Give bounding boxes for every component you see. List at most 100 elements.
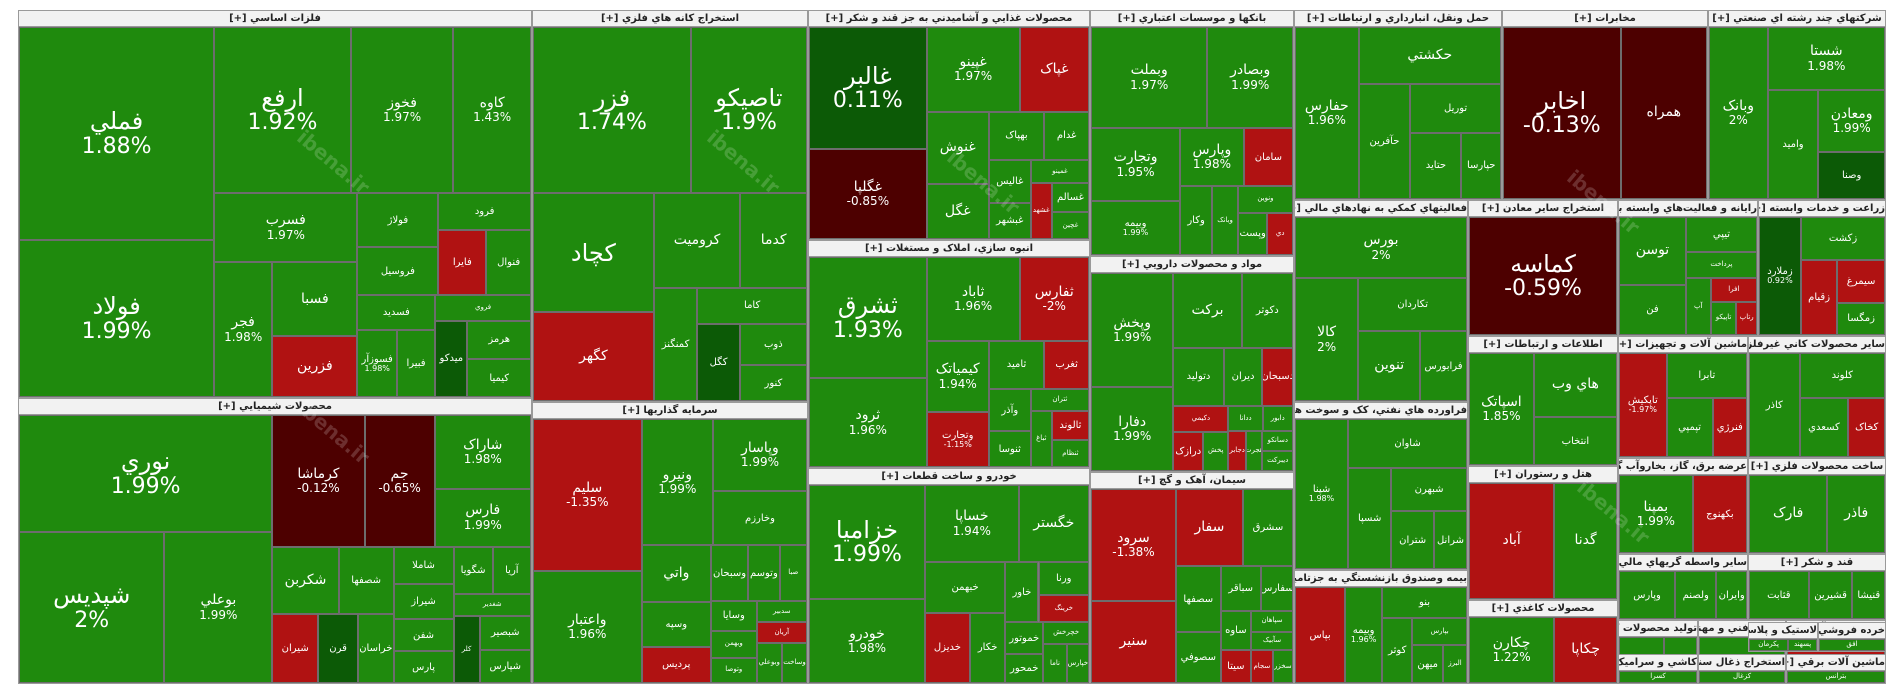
stock-tile[interactable]: ثاباد 1.96% [926, 257, 1020, 341]
stock-tile[interactable]: کمنگنز [653, 287, 698, 401]
stock-tile[interactable]: حپارسا [1461, 132, 1501, 199]
stock-tile[interactable]: شيران [272, 614, 319, 683]
stock-tile[interactable]: فسوزآر 1.98% [357, 330, 397, 397]
stock-tile[interactable]: بترانس [1787, 671, 1885, 683]
stock-tile[interactable]: ساوه [1220, 610, 1251, 650]
stock-tile[interactable]: زمگسا [1837, 302, 1885, 335]
stock-tile[interactable]: کاوه 1.43% [453, 27, 531, 193]
stock-tile[interactable]: فخوز 1.97% [350, 27, 454, 193]
stock-tile[interactable]: افرا [1710, 278, 1757, 302]
stock-tile[interactable]: حفارس 1.96% [1295, 27, 1359, 199]
stock-tile[interactable]: شپنا 1.98% [1295, 419, 1349, 569]
stock-tile[interactable]: ميدکو [435, 320, 468, 397]
stock-tile[interactable]: آريا [492, 546, 531, 594]
stock-tile[interactable]: ثباغ [1030, 411, 1052, 467]
stock-tile[interactable]: کاذر [1749, 353, 1800, 457]
sector-title[interactable]: ساخت محصولات فلزي [+] [1749, 459, 1885, 475]
stock-tile[interactable]: تپمپي [1666, 398, 1713, 457]
stock-tile[interactable]: سصوفي [1175, 632, 1221, 683]
sector-title[interactable]: عرضه برق، گاز، بخاروآب گرم [+] [1619, 459, 1747, 475]
stock-tile[interactable]: وبانک [1212, 185, 1238, 255]
stock-tile[interactable]: کيمياتک 1.94% [926, 340, 989, 413]
stock-tile[interactable]: ثرود 1.96% [809, 377, 927, 467]
sector-title[interactable]: رايانه و فعاليت‌هاي وابسته به آن [+] [1619, 201, 1757, 217]
stock-tile[interactable]: تيپي [1685, 217, 1757, 252]
stock-tile[interactable]: ارفع 1.92% [214, 27, 351, 193]
stock-tile[interactable]: ثفارس -2% [1019, 257, 1089, 341]
stock-tile[interactable]: سرود -1.38% [1091, 489, 1176, 601]
stock-tile[interactable]: بکهنوج [1692, 475, 1747, 553]
stock-tile[interactable]: دسانکو [1262, 431, 1293, 452]
sector-title[interactable]: ساير واسطه گريهاي مالي [+] [1619, 555, 1747, 571]
stock-tile[interactable]: سليم -1.35% [533, 419, 642, 572]
stock-tile[interactable]: بپارس [1412, 617, 1467, 646]
stock-tile[interactable]: فسرب 1.97% [214, 192, 358, 263]
stock-tile[interactable]: کالا 2% [1295, 278, 1359, 401]
stock-tile[interactable]: فسبا [272, 262, 358, 337]
stock-tile[interactable]: کدما [740, 193, 807, 288]
stock-tile[interactable]: وبملت 1.97% [1091, 27, 1208, 129]
stock-tile[interactable]: فولاژ [357, 192, 439, 248]
stock-tile[interactable]: توريل [1410, 83, 1501, 133]
sector-title[interactable]: مخابرات [+] [1503, 11, 1707, 27]
stock-tile[interactable]: کوثر [1382, 617, 1413, 683]
stock-tile[interactable]: غمينو [1030, 160, 1089, 183]
stock-tile[interactable]: کسعدي [1799, 398, 1849, 457]
stock-tile[interactable]: دجابر [1228, 431, 1247, 471]
stock-tile[interactable]: سامان [1243, 128, 1293, 186]
stock-tile[interactable]: کيميا [467, 359, 531, 397]
sector-title[interactable]: زراعت و خدمات وابسته [+] [1759, 201, 1885, 217]
stock-tile[interactable]: انتخاب [1533, 417, 1617, 465]
sector-title[interactable]: خرده فروشي [+] [1819, 623, 1885, 639]
stock-tile[interactable]: ثالوند [1051, 411, 1089, 441]
stock-tile[interactable]: پخش [1203, 431, 1229, 471]
stock-tile[interactable]: وساخت [782, 643, 807, 683]
stock-tile[interactable]: وتوصا [711, 657, 757, 683]
stock-tile[interactable]: برکت [1173, 273, 1242, 348]
stock-tile[interactable]: غنوش [926, 111, 989, 184]
stock-tile[interactable]: هاي وب [1533, 353, 1617, 418]
stock-tile[interactable]: وکار [1180, 185, 1213, 255]
stock-tile[interactable]: پسهند [1788, 639, 1817, 651]
stock-tile[interactable]: وبهمن [711, 630, 757, 658]
sector-title[interactable]: سرمايه گذاريها [+] [533, 403, 807, 419]
sector-title[interactable]: لاستيک و پلاستيک [+] [1749, 623, 1817, 639]
stock-tile[interactable]: غشهد [1030, 182, 1052, 239]
stock-tile[interactable]: دي [1267, 212, 1293, 255]
stock-tile[interactable]: فايرا [438, 229, 487, 295]
stock-tile[interactable]: سجام [1251, 650, 1273, 683]
stock-tile[interactable]: ثنوسا [988, 431, 1031, 467]
stock-tile[interactable]: آباد [1469, 483, 1555, 599]
stock-tile[interactable]: فزر 1.74% [533, 27, 691, 194]
sector-title[interactable]: شرکتهاي چند رشته اي صنعتي [+] [1709, 11, 1885, 27]
stock-tile[interactable]: آريان [756, 622, 807, 644]
stock-tile[interactable]: فروسيل [357, 247, 439, 295]
stock-tile[interactable]: گدنا [1554, 483, 1617, 599]
stock-tile[interactable]: فولاد 1.99% [19, 240, 215, 397]
stock-tile[interactable]: کگل [697, 323, 740, 401]
stock-tile[interactable]: غاليس [988, 160, 1031, 203]
sector-title[interactable]: ماشين آلات و تجهيزات [+] [1619, 337, 1747, 353]
stock-tile[interactable]: نوري 1.99% [19, 415, 273, 533]
stock-tile[interactable]: خزاميا 1.99% [809, 485, 925, 600]
stock-tile[interactable]: ديبرکت [1262, 451, 1293, 471]
stock-tile[interactable]: وپاسار 1.99% [712, 419, 807, 491]
stock-tile[interactable]: چکاپا [1554, 617, 1617, 683]
stock-tile[interactable]: شصفها [338, 546, 394, 615]
stock-tile[interactable]: فرابورس [1420, 331, 1467, 401]
stock-tile[interactable]: پارس [393, 651, 454, 683]
stock-tile[interactable]: آپ [1685, 278, 1711, 335]
stock-tile[interactable]: شيراز [393, 583, 454, 619]
stock-tile[interactable]: وپخش 1.99% [1091, 273, 1174, 388]
stock-tile[interactable]: سآبيک [1251, 631, 1293, 651]
sector-title[interactable]: استخراج ساير معادن [+] [1469, 201, 1617, 217]
stock-tile[interactable]: فنوال [486, 229, 531, 295]
stock-tile[interactable]: غچين [1051, 211, 1089, 239]
stock-tile[interactable]: زقيام [1800, 260, 1838, 335]
stock-tile[interactable]: سفارس [1260, 566, 1293, 611]
stock-tile[interactable]: وسپه [641, 602, 711, 647]
stock-tile[interactable]: واعتبار 1.96% [533, 571, 642, 683]
stock-tile[interactable]: هجرت [1246, 431, 1263, 471]
stock-tile[interactable]: تابرا [1666, 353, 1747, 399]
